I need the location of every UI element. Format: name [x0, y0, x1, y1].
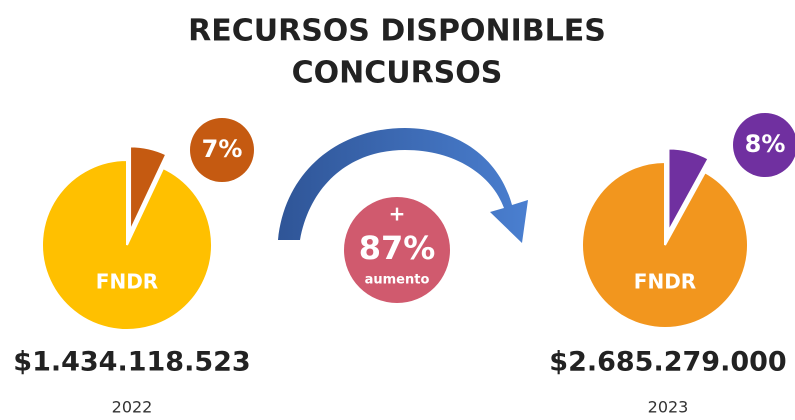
amount: $2.685.279.000	[549, 347, 786, 378]
value-badge	[733, 113, 795, 177]
slice-label: FNDR	[96, 270, 158, 294]
year: 2022	[112, 398, 153, 417]
value-badge	[190, 118, 254, 182]
change-value: 87%	[359, 229, 436, 267]
change-sign: +	[389, 202, 406, 226]
pie-slice	[41, 158, 213, 331]
title-line: RECURSOS DISPONIBLES	[188, 14, 606, 49]
growth-arrow	[278, 128, 528, 243]
pie-slice	[581, 160, 749, 329]
pie-slice	[667, 147, 710, 232]
title-line: CONCURSOS	[292, 56, 503, 91]
amount: $1.434.118.523	[13, 347, 250, 378]
value-label: 8%	[745, 130, 786, 158]
value-label: 7%	[202, 135, 243, 163]
change-note: aumento	[365, 273, 430, 288]
year: 2023	[648, 398, 689, 417]
change-badge	[344, 197, 450, 303]
slice-label: FNDR	[634, 270, 696, 294]
pie-slice	[129, 145, 168, 232]
